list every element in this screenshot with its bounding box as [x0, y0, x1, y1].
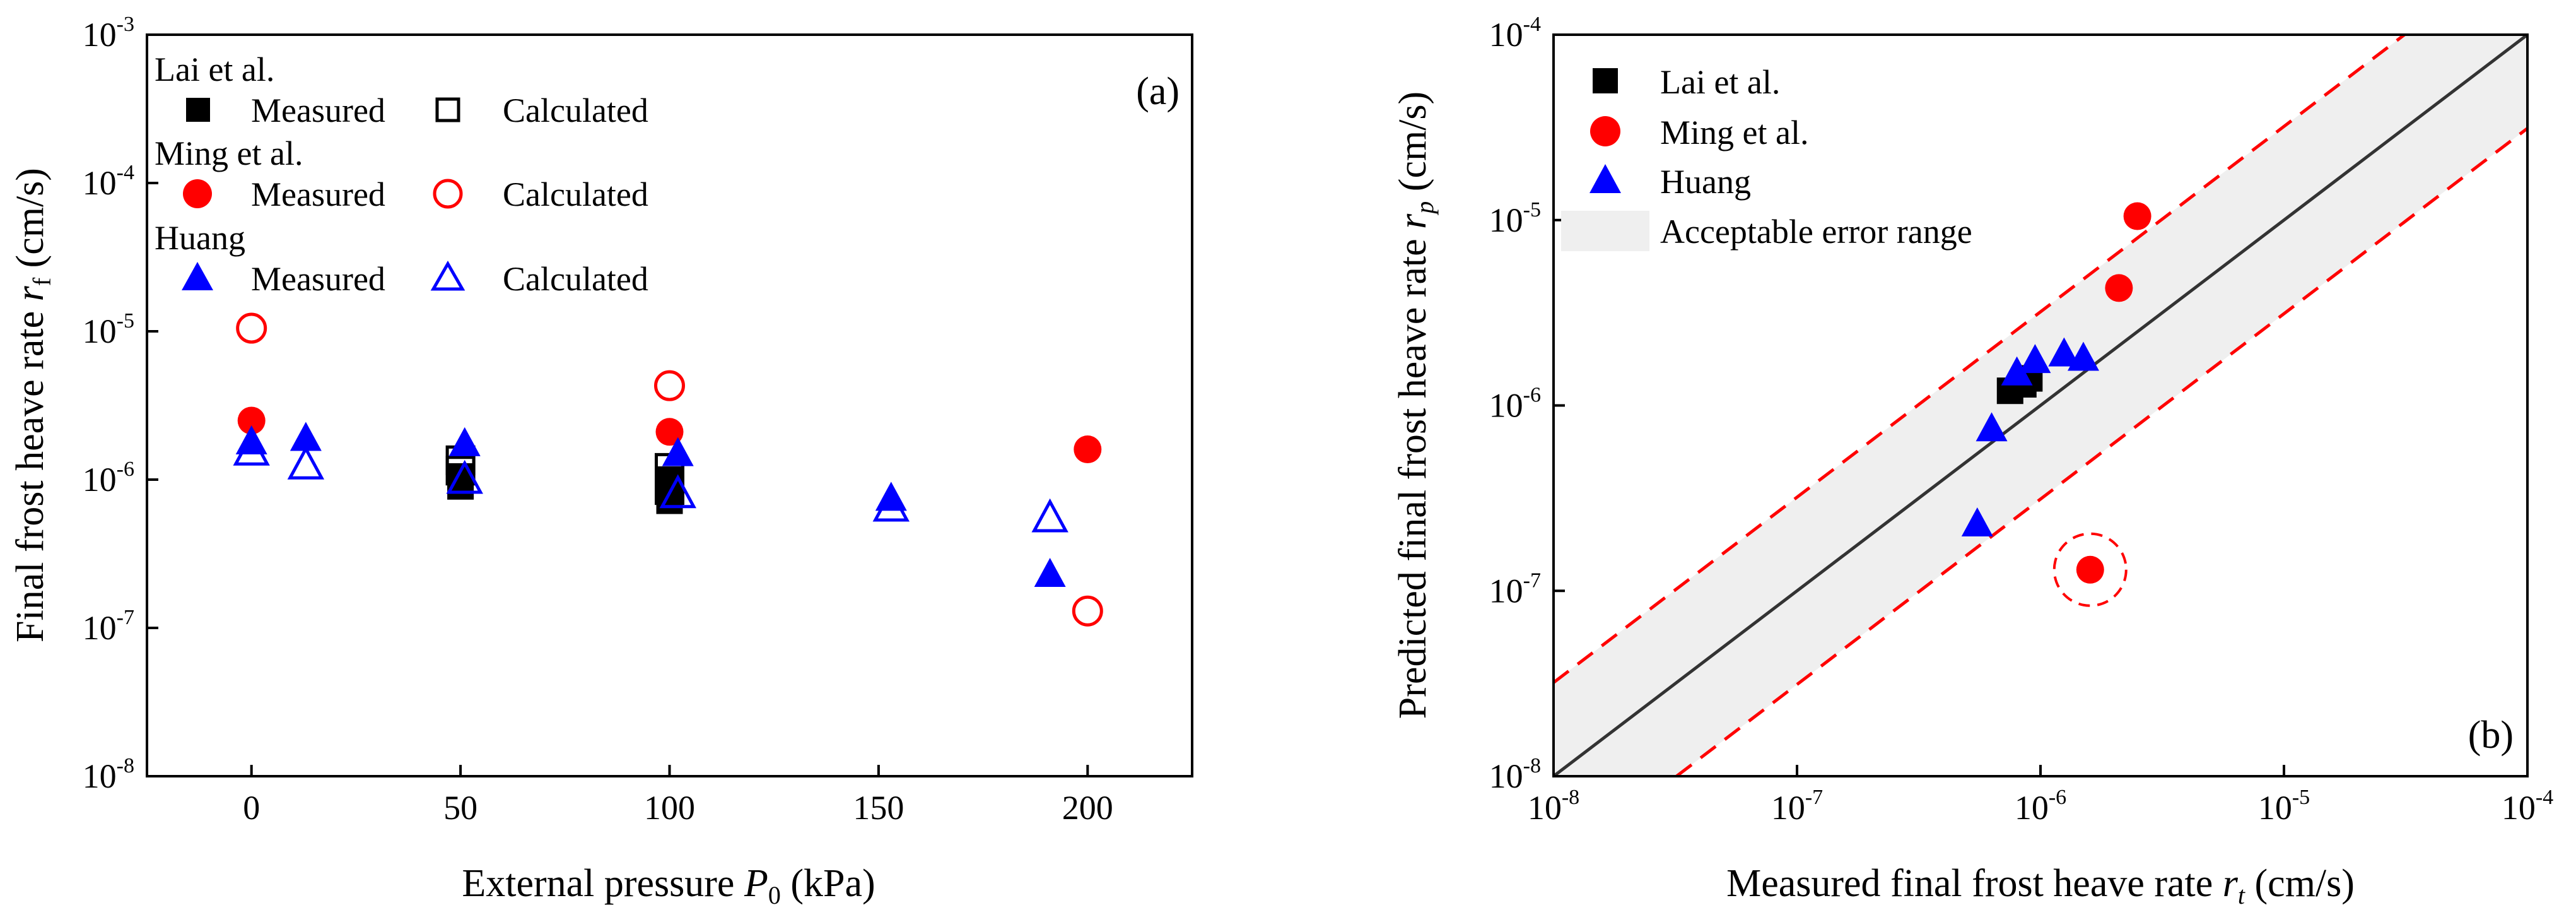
panel-b-x-tick-label: 10-5: [2258, 786, 2310, 827]
panel-b-x-tick-label: 10-8: [1528, 786, 1579, 827]
panel-a-point: [445, 456, 476, 486]
panel-a-point: [448, 427, 481, 456]
panel-a-point: [287, 445, 325, 480]
panel-a-y-tick-label: 10-6: [83, 458, 134, 499]
panel-a-x-tick-label: 200: [1062, 789, 1113, 827]
panel-a-point: [872, 487, 910, 522]
legend-huang-measured-label: Measured: [251, 260, 385, 298]
legend-huang-calculated-marker: [430, 260, 465, 291]
panel-a-point: [446, 459, 483, 494]
panel-a-point: [659, 474, 696, 509]
panel-a-y-tick-label: 10-5: [83, 309, 134, 350]
legend-lai-calculated-label: Calculated: [503, 92, 648, 129]
panel-a-y-tick-label: 10-4: [83, 161, 134, 202]
panel-b-y-tick-label: 10-7: [1489, 569, 1541, 610]
panel-b-point: [2076, 555, 2104, 584]
legend-ming-measured-label: Measured: [251, 175, 385, 213]
legend-b-huang-marker: [1590, 164, 1621, 193]
panel-a-legend: Lai et al. Measured Calculated Ming et a…: [155, 50, 648, 298]
legend-ming-calculated-marker: [433, 179, 463, 209]
panel-b-y-tick-label: 10-4: [1489, 13, 1541, 54]
panel-a-point: [875, 482, 907, 511]
panel-b-x-tick-label: 10-4: [2502, 786, 2553, 827]
legend-b-huang-label: Huang: [1660, 163, 1751, 201]
outlier-highlight-circle: [2052, 532, 2128, 607]
panel-b-ticks: 10-8 10-7 10-6 10-5 10-4 10-8 10-7 10-6 10-5 10-4: [1489, 13, 2553, 827]
panel-a-y-tick-label: 10-7: [83, 606, 134, 647]
legend-b-ming-marker: [1590, 116, 1620, 146]
panel-a-point: [290, 422, 322, 451]
panel-a-point: [237, 406, 266, 435]
panel-b-point: [1976, 412, 2008, 442]
panel-a-point: [236, 312, 267, 344]
legend-huang-measured-marker: [182, 262, 213, 290]
panel-a-point: [1034, 557, 1066, 587]
legend-lai-measured-label: Measured: [251, 92, 385, 129]
panel-b-point: [2105, 274, 2133, 302]
panel-a-point: [1072, 595, 1103, 627]
panel-b-x-tick-label: 10-6: [2015, 786, 2066, 827]
panel-a-point: [1031, 498, 1068, 533]
legend-group-title-huang: Huang: [155, 219, 245, 257]
legend-b-error-range-swatch: [1561, 211, 1649, 251]
panel-a-x-axis-label: External pressure P0 (kPa): [462, 862, 875, 909]
panel-a-point: [1074, 435, 1102, 464]
panel-b-point: [1961, 507, 1993, 536]
panel-b-y-tick-label: 10-8: [1489, 754, 1541, 795]
panel-a-label: (a): [1136, 70, 1180, 113]
panel-a-plot-frame: [146, 33, 1193, 777]
panel-a-x-tick-label: 0: [243, 789, 260, 827]
panel-a-y-tick-label: 10-8: [83, 754, 134, 795]
panel-b-point: [2048, 337, 2080, 367]
panel-a-y-tick-label: 10-3: [83, 13, 134, 54]
panel-a-point: [654, 370, 685, 401]
panel-b-legend: Lai et al. Ming et al. Huang Acceptable …: [1561, 63, 1972, 251]
legend-huang-calculated-label: Calculated: [503, 260, 648, 298]
panel-b-reference-lines: [1552, 33, 2529, 777]
panel-a-point: [233, 432, 270, 466]
legend-group-title-lai: Lai et al.: [155, 50, 274, 88]
panel-a-point: [235, 425, 267, 455]
legend-group-title-ming: Ming et al.: [155, 134, 303, 172]
legend-ming-measured-marker: [183, 179, 212, 208]
panel-b-y-axis-label: Predicted final frost heave rate rp (cm/…: [1391, 92, 1439, 719]
panel-a-y-axis-label: Final frost heave rate rf (cm/s): [9, 168, 56, 642]
panel-a-x-tick-label: 50: [443, 789, 477, 827]
panel-a-points: [233, 312, 1103, 627]
legend-b-error-range-label: Acceptable error range: [1660, 213, 1972, 251]
panel-b: 10-8 10-7 10-6 10-5 10-4 10-8 10-7 10-6 10-5 10-4…: [1391, 13, 2553, 909]
panel-a-x-tick-label: 150: [853, 789, 904, 827]
panel-b-point: [2019, 344, 2051, 374]
legend-b-lai-marker: [1593, 68, 1618, 93]
panel-b-point: [2001, 356, 2033, 386]
panel-b-points: [1961, 202, 2152, 584]
panel-a-point: [662, 437, 694, 466]
reference-line: [1552, 33, 2529, 777]
panel-b-y-tick-label: 10-5: [1489, 198, 1541, 239]
panel-b-x-axis-label: Measured final frost heave rate rt (cm/s…: [1726, 862, 2355, 909]
panel-b-label: (b): [2468, 714, 2514, 757]
panel-b-point: [2067, 341, 2099, 371]
legend-b-ming-label: Ming et al.: [1660, 114, 1808, 151]
panel-a-ticks: 0 50 100 150 200 10-8 10-7 10-6 10-5 10-4 10-3: [83, 13, 1113, 827]
panel-a-point: [655, 418, 684, 446]
legend-lai-measured-marker: [186, 98, 210, 122]
panel-b-y-tick-label: 10-6: [1489, 384, 1541, 425]
panel-b-x-tick-label: 10-7: [1771, 786, 1823, 827]
panel-a-x-tick-label: 100: [644, 789, 695, 827]
panel-a: 0 50 100 150 200 10-8 10-7 10-6 10-5 10-4 10-3 (a)…: [9, 13, 1193, 909]
reference-line: [1675, 127, 2529, 777]
legend-ming-calculated-label: Calculated: [503, 175, 648, 213]
legend-lai-calculated-marker: [435, 97, 460, 122]
legend-b-lai-label: Lai et al.: [1660, 63, 1780, 101]
panel-b-point: [2123, 202, 2152, 230]
reference-line: [1552, 33, 2406, 684]
panel-a-point: [655, 475, 684, 505]
